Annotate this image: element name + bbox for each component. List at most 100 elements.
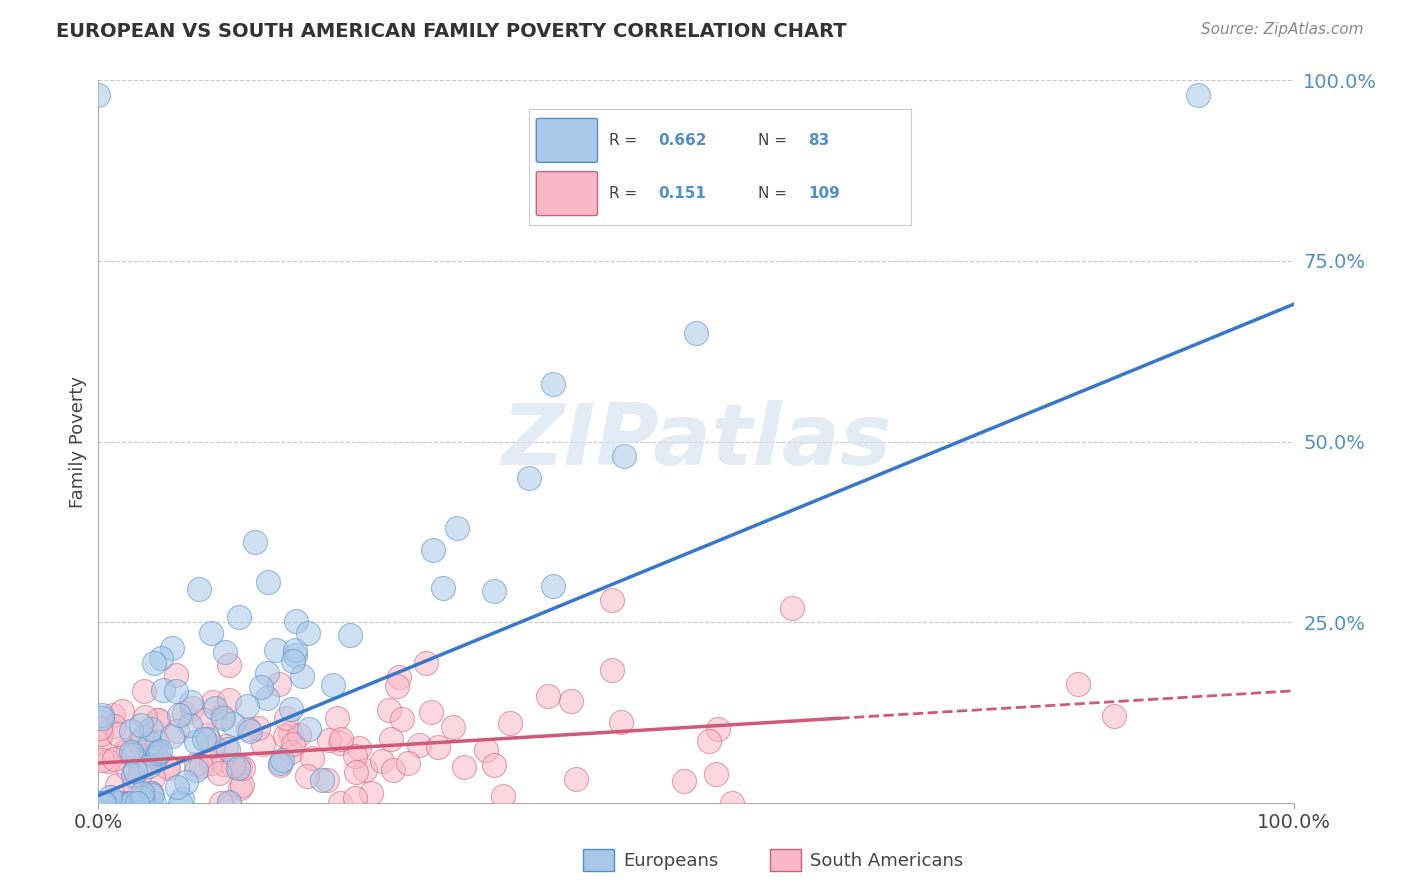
Point: [105, 796, 128, 810]
Point: [250, 680, 273, 694]
Point: [117, 743, 139, 757]
Point: [132, 684, 155, 698]
Point: [228, 610, 250, 624]
Point: [166, 780, 188, 795]
Point: [129, 766, 152, 780]
Point: [180, 696, 202, 710]
Point: [142, 656, 165, 670]
Point: [385, 679, 408, 693]
Point: [94, 796, 117, 810]
Point: [103, 719, 125, 733]
Point: [499, 715, 522, 730]
Point: [222, 717, 245, 731]
Point: [129, 718, 152, 732]
Text: EUROPEAN VS SOUTH AMERICAN FAMILY POVERTY CORRELATION CHART: EUROPEAN VS SOUTH AMERICAN FAMILY POVERT…: [56, 22, 846, 41]
Point: [121, 748, 143, 763]
Point: [139, 787, 162, 801]
Text: Europeans: Europeans: [623, 852, 718, 870]
Point: [218, 796, 240, 810]
Point: [142, 770, 165, 784]
Point: [167, 708, 190, 723]
Point: [297, 769, 319, 783]
Point: [165, 668, 187, 682]
Point: [134, 796, 156, 810]
Point: [697, 734, 720, 748]
Point: [446, 521, 468, 535]
Point: [301, 751, 323, 765]
Point: [1067, 676, 1090, 690]
Point: [427, 740, 450, 755]
Point: [1104, 709, 1126, 723]
Point: [131, 791, 153, 805]
Point: [173, 706, 195, 720]
Point: [316, 772, 339, 787]
Point: [211, 711, 233, 725]
Point: [280, 702, 302, 716]
Point: [256, 691, 278, 706]
Point: [217, 742, 239, 756]
Point: [120, 745, 142, 759]
Point: [329, 735, 352, 749]
Point: [685, 326, 707, 340]
Point: [166, 724, 188, 739]
Point: [344, 791, 367, 805]
Point: [280, 745, 302, 759]
Point: [139, 787, 162, 801]
Point: [139, 722, 162, 736]
Point: [108, 796, 131, 810]
Point: [482, 584, 505, 599]
Point: [235, 699, 257, 714]
Text: ZIPatlas: ZIPatlas: [501, 400, 891, 483]
Point: [160, 641, 183, 656]
Point: [146, 713, 169, 727]
Point: [179, 718, 201, 732]
Point: [721, 796, 744, 810]
Point: [200, 756, 222, 771]
Point: [111, 796, 134, 810]
Point: [134, 710, 156, 724]
Point: [257, 574, 280, 589]
Point: [187, 582, 209, 596]
Point: [214, 645, 236, 659]
Point: [432, 581, 454, 595]
Point: [145, 750, 167, 764]
Point: [283, 654, 305, 668]
Point: [297, 626, 319, 640]
Point: [274, 729, 297, 743]
Point: [353, 764, 375, 778]
Point: [228, 780, 250, 795]
Point: [146, 746, 169, 760]
Point: [120, 796, 142, 810]
Point: [1187, 87, 1209, 102]
Point: [190, 759, 212, 773]
Point: [388, 670, 411, 684]
Point: [266, 642, 288, 657]
Point: [269, 757, 291, 772]
Point: [360, 786, 382, 800]
Point: [193, 713, 215, 727]
Point: [91, 796, 114, 810]
Point: [349, 740, 371, 755]
Point: [169, 796, 191, 810]
Point: [90, 796, 112, 810]
Point: [90, 753, 112, 767]
Point: [252, 737, 274, 751]
Point: [146, 735, 169, 749]
Point: [339, 628, 361, 642]
Point: [131, 786, 153, 800]
Point: [441, 720, 464, 734]
Point: [115, 761, 138, 775]
Point: [197, 731, 219, 746]
Point: [420, 705, 443, 719]
Point: [105, 778, 128, 792]
Point: [120, 796, 142, 810]
Point: [139, 746, 162, 760]
Point: [87, 87, 110, 102]
Text: South Americans: South Americans: [810, 852, 963, 870]
Point: [208, 765, 231, 780]
Point: [541, 579, 564, 593]
Point: [377, 703, 399, 717]
Point: [408, 738, 430, 752]
Point: [371, 754, 394, 768]
Point: [267, 677, 290, 691]
